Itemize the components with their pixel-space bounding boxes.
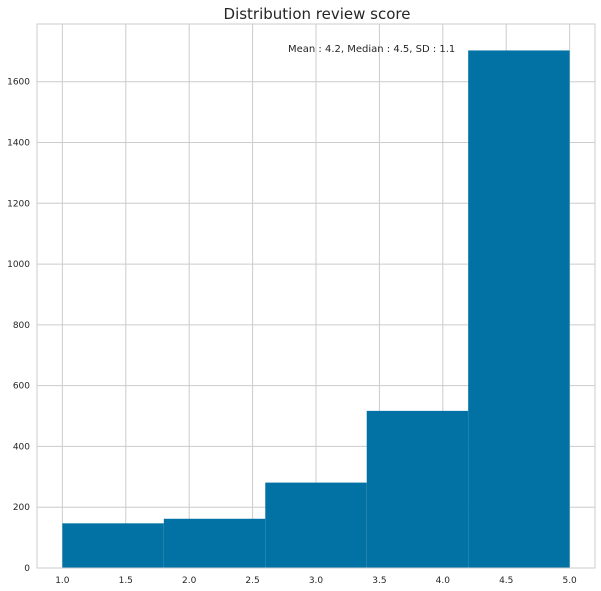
y-tick-label: 1200 bbox=[7, 199, 30, 209]
x-tick-label: 4.0 bbox=[436, 576, 451, 586]
y-tick-label: 200 bbox=[13, 503, 30, 513]
histogram-bar bbox=[366, 410, 469, 568]
x-tick-label: 3.0 bbox=[309, 576, 324, 586]
x-tick-labels: 1.0 1.5 2.0 2.5 3.0 3.5 4.0 4.5 5.0 bbox=[55, 576, 577, 586]
x-tick-label: 2.0 bbox=[182, 576, 197, 586]
y-tick-label: 1400 bbox=[7, 139, 30, 149]
x-tick-label: 4.5 bbox=[499, 576, 513, 586]
histogram-bar bbox=[468, 50, 570, 568]
histogram-bar bbox=[163, 518, 266, 568]
y-tick-label: 1000 bbox=[7, 260, 30, 270]
x-tick-label: 3.5 bbox=[372, 576, 386, 586]
bars bbox=[62, 50, 570, 568]
stats-annotation: Mean : 4.2, Median : 4.5, SD : 1.1 bbox=[288, 44, 455, 55]
x-tick-label: 1.5 bbox=[119, 576, 133, 586]
chart-title: Distribution review score bbox=[224, 5, 411, 23]
y-tick-label: 800 bbox=[13, 321, 30, 331]
histogram-bar bbox=[265, 482, 367, 568]
x-tick-label: 2.5 bbox=[245, 576, 259, 586]
x-tick-label: 5.0 bbox=[562, 576, 577, 586]
y-tick-label: 600 bbox=[13, 382, 30, 392]
x-tick-label: 1.0 bbox=[55, 576, 70, 586]
y-tick-label: 400 bbox=[13, 442, 30, 452]
y-tick-labels: 0 200 400 600 800 1000 1200 1400 1600 bbox=[7, 78, 30, 574]
y-tick-label: 1600 bbox=[7, 78, 30, 88]
histogram-bar bbox=[62, 523, 164, 568]
y-tick-label: 0 bbox=[24, 564, 30, 574]
plot-frame bbox=[36, 23, 596, 569]
